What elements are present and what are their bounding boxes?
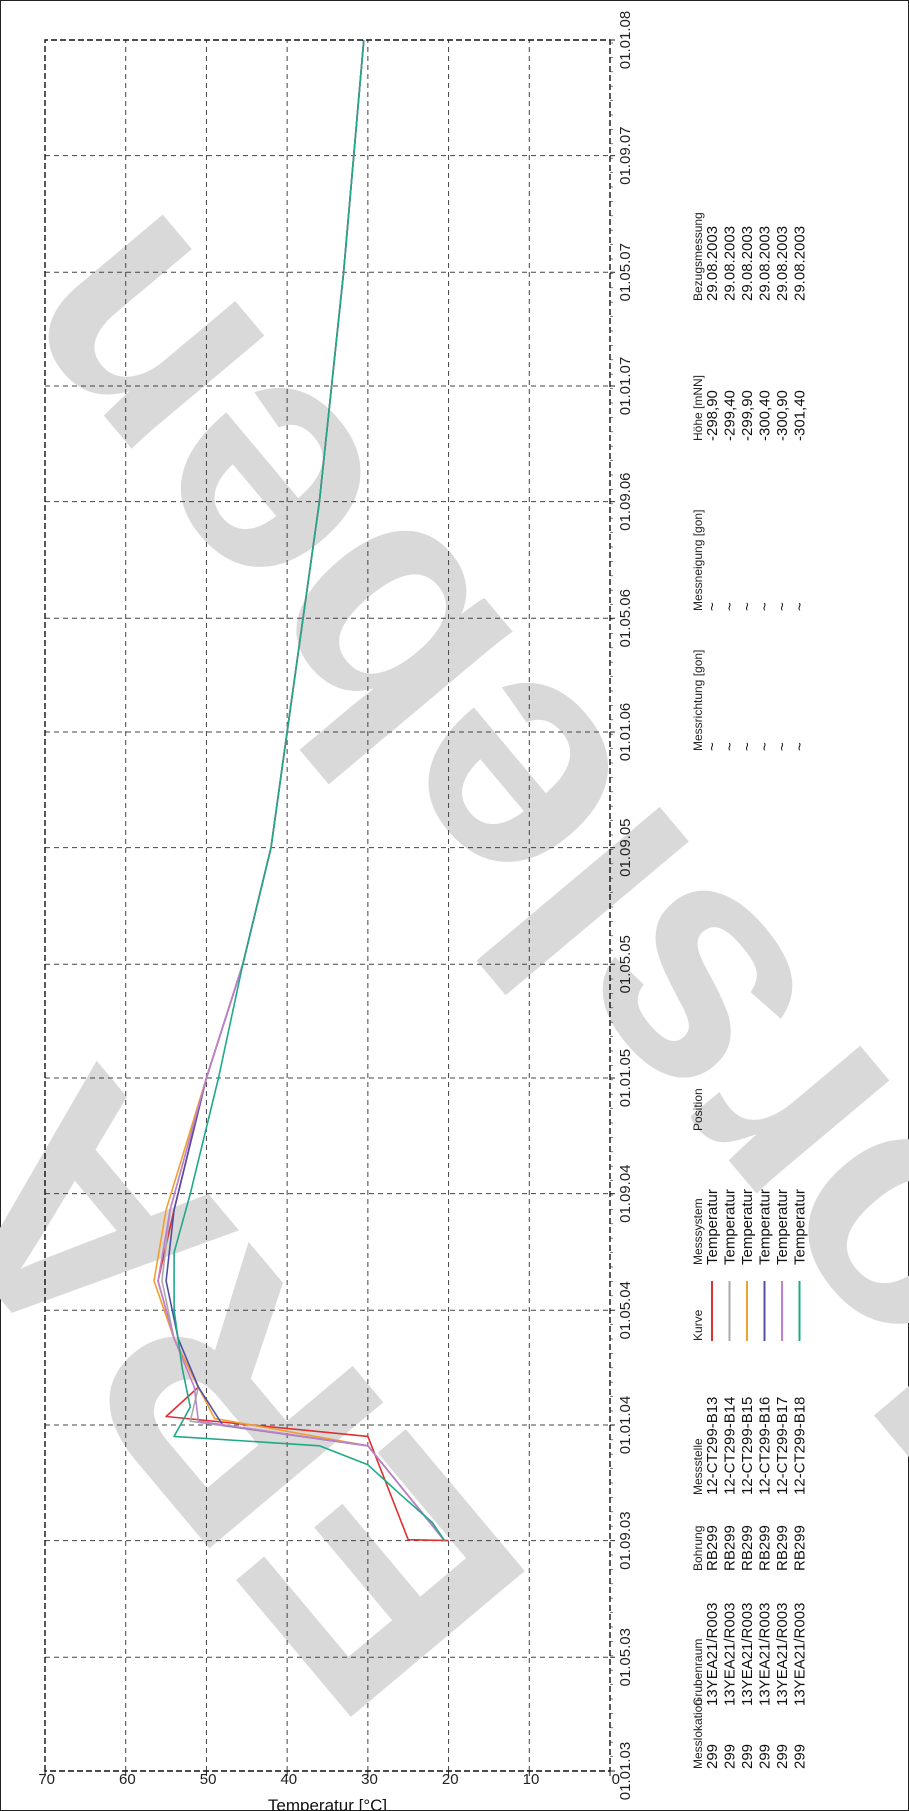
legend-header-position: Position [691,1088,705,1131]
x-tick-label: 01.09.07 [617,126,634,184]
legend-cell-messstelle: 12-CT299-B17 [774,1397,791,1495]
legend-cell-hoehe: -300,40 [757,390,774,441]
legend-header-kurve: Kurve [691,1309,705,1341]
legend-cell-messlokation: 299 [704,1744,721,1769]
legend-cell-messlokation: 299 [774,1744,791,1769]
y-tick-label: 70 [38,1771,55,1788]
legend-cell-messrichtung: ~ [704,742,721,751]
legend-cell-bezugsmessung: 29.08.2003 [757,226,774,301]
y-tick-label: 20 [442,1771,459,1788]
x-tick-label: 01.09.03 [617,1511,634,1569]
legend-cell-bohrung: RB299 [757,1525,774,1571]
legend-cell-messrichtung: ~ [792,742,809,751]
legend-header-bohrung: Bohrung [691,1526,705,1571]
legend-cell-messlokation: 299 [739,1744,756,1769]
legend-cell-messrichtung: ~ [757,742,774,751]
legend-cell-messneigung: ~ [774,602,791,611]
legend-cell-grubenraum: 13YEA21/R003 [792,1603,809,1706]
legend-cell-hoehe: -299,40 [722,390,739,441]
legend-cell-hoehe: -301,40 [792,390,809,441]
x-tick-label: 01.05.07 [617,243,634,301]
legend-cell-messsystem: Temperatur [757,1189,774,1265]
x-tick-label: 01.05.06 [617,589,634,647]
legend-cell-messsystem: Temperatur [792,1189,809,1265]
grid [45,40,610,1771]
axes: 01.01.03 01.05.03 01.09.03 01.01.04 01.05.04… [38,11,634,1811]
legend-cell-messlokation: 299 [757,1744,774,1769]
legend-header-messrichtung: Messrichtung [gon] [691,650,705,751]
legend-header-messsystem: Messsystem [691,1198,705,1265]
legend-cell-bezugsmessung: 29.08.2003 [774,226,791,301]
legend-header-messlokation: Messlokation [691,1699,705,1769]
legend-cell-hoehe: -300,90 [774,390,791,441]
legend-cell-messsystem: Temperatur [704,1189,721,1265]
legend-cell-grubenraum: 13YEA21/R003 [774,1603,791,1706]
y-tick-label: 50 [200,1771,217,1788]
legend-cell-bohrung: RB299 [739,1525,756,1571]
legend-cell-grubenraum: 13YEA21/R003 [757,1603,774,1706]
x-tick-label: 01.01.06 [617,703,634,761]
y-tick-label: 40 [280,1771,297,1788]
legend-cell-messrichtung: ~ [774,742,791,751]
legend-cell-messsystem: Temperatur [722,1189,739,1265]
legend-cell-messneigung: ~ [722,602,739,611]
y-tick-label: 10 [523,1771,540,1788]
legend-cell-messneigung: ~ [704,602,721,611]
y-tick-label: 30 [361,1771,378,1788]
legend-cell-hoehe: -299,90 [739,390,756,441]
x-tick-label: 01.09.06 [617,472,634,530]
legend-cell-bohrung: RB299 [774,1525,791,1571]
legend-cell-messneigung: ~ [792,602,809,611]
legend-header-messneigung: Messneigung [gon] [691,510,705,611]
legend-header-hoehe: Höhe [mNN] [691,375,705,441]
legend-cell-bohrung: RB299 [722,1525,739,1571]
plot-frame [44,39,611,1772]
legend-header-messstelle: Messstelle [691,1438,705,1495]
legend-cell-bezugsmessung: 29.08.2003 [704,226,721,301]
legend-cell-messneigung: ~ [757,602,774,611]
legend-cell-bohrung: RB299 [792,1525,809,1571]
y-axis-label: Temperatur [°C] [268,1796,387,1811]
legend-cell-hoehe: -298,90 [704,390,721,441]
x-tick-label: 01.01.07 [617,357,634,415]
legend-cell-messsystem: Temperatur [774,1189,791,1265]
legend-cell-messneigung: ~ [739,602,756,611]
legend-cell-messstelle: 12-CT299-B15 [739,1397,756,1495]
legend-header-grubenraum: Grubenraum [691,1639,705,1706]
legend-cell-grubenraum: 13YEA21/R003 [739,1603,756,1706]
series-line [173,39,446,1542]
x-tick-label: 01.01.05 [617,1049,634,1107]
x-tick-label: 01.05.03 [617,1628,634,1686]
legend-header-bezugsmessung: Bezugsmessung [691,212,705,301]
legend-cell-messstelle: 12-CT299-B14 [722,1397,739,1495]
legend-cell-bezugsmessung: 29.08.2003 [739,226,756,301]
x-tick-label: 01.05.05 [617,935,634,993]
legend-cell-bohrung: RB299 [704,1525,721,1571]
legend-cell-messrichtung: ~ [722,742,739,751]
legend-cell-messsystem: Temperatur [739,1189,756,1265]
x-tick-label: 01.01.04 [617,1396,634,1454]
x-tick-label: 01.01.08 [617,11,634,69]
y-tick-label: 60 [119,1771,136,1788]
x-tick-label: 01.05.04 [617,1281,634,1339]
legend-cell-messlokation: 299 [722,1744,739,1769]
legend-cell-messstelle: 12-CT299-B16 [757,1397,774,1495]
legend-cell-messrichtung: ~ [739,742,756,751]
legend-cell-messstelle: 12-CT299-B13 [704,1397,721,1495]
x-tick-label: 01.09.04 [617,1164,634,1222]
legend-cell-grubenraum: 13YEA21/R003 [722,1603,739,1706]
legend-cell-bezugsmessung: 29.08.2003 [722,226,739,301]
legend-cell-messlokation: 299 [792,1744,809,1769]
legend-cell-messstelle: 12-CT299-B18 [792,1397,809,1495]
x-tick-label: 01.09.05 [617,818,634,876]
series-lines [153,39,449,1542]
legend-cell-bezugsmessung: 29.08.2003 [792,226,809,301]
x-tick-label: 01.01.03 [617,1742,634,1800]
y-tick-label: 0 [612,1771,620,1788]
legend-cell-grubenraum: 13YEA21/R003 [704,1603,721,1706]
